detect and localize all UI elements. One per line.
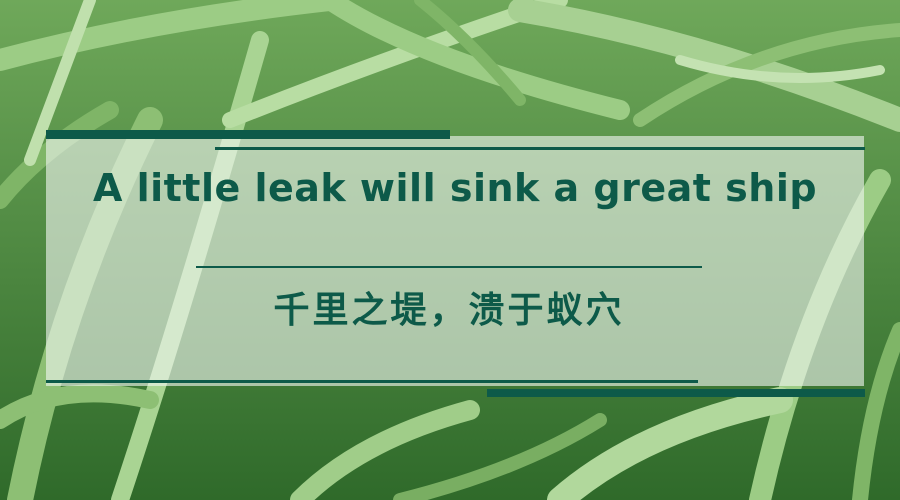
- english-proverb: A little leak will sink a great ship: [92, 166, 818, 210]
- decorative-bar-top: [46, 130, 450, 139]
- text-panel: [46, 136, 864, 386]
- chinese-proverb: 千里之堤，溃于蚁穴: [273, 290, 625, 331]
- decorative-line-top: [215, 147, 865, 150]
- decorative-line-bottom: [46, 380, 698, 383]
- decorative-line-middle: [196, 266, 702, 268]
- decorative-bar-bottom: [487, 389, 865, 397]
